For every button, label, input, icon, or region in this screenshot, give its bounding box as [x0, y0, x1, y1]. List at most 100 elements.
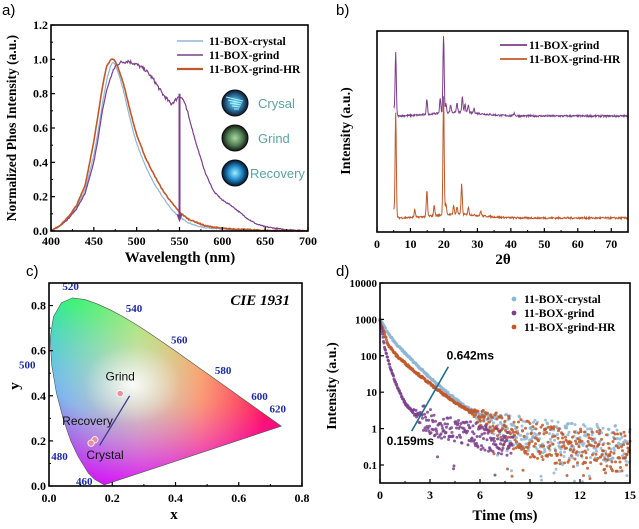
d-data-point — [503, 419, 507, 423]
c-wavelength-label: 620 — [270, 404, 287, 416]
d-data-point — [567, 422, 570, 426]
d-data-point — [385, 352, 388, 356]
a-inset-label: Crysal — [258, 96, 295, 111]
d-x-tick-label: 9 — [527, 488, 533, 502]
d-data-point — [583, 424, 587, 428]
d-data-point — [510, 474, 514, 478]
d-data-point — [558, 462, 562, 466]
b-x-tick-label: 70 — [605, 237, 617, 251]
d-data-point — [449, 416, 452, 420]
d-data-point — [492, 436, 496, 440]
d-data-point — [578, 450, 581, 454]
d-data-point — [613, 448, 616, 452]
d-data-point — [521, 468, 525, 472]
d-legend-marker — [511, 296, 517, 302]
d-data-point — [613, 432, 617, 436]
d-data-point — [605, 464, 609, 468]
panel-d-decay: 0.642ms 0.159ms 0 3 6 9 12 15 0.1 1 10 100 1000 100… — [325, 278, 636, 524]
d-data-point — [581, 450, 584, 454]
d-data-point — [604, 471, 607, 475]
d-data-point — [594, 447, 598, 451]
c-y-tick-label: 0.4 — [31, 389, 46, 403]
d-data-point — [572, 465, 575, 469]
d-data-point — [453, 439, 456, 443]
d-data-point — [512, 420, 516, 424]
d-data-point — [431, 420, 435, 424]
a-arrow-head-icon — [176, 214, 183, 223]
a-legend-label: 11-BOX-crystal — [209, 36, 286, 48]
d-data-point — [510, 443, 514, 447]
d-data-point — [522, 435, 526, 438]
crystal-photo-icon — [221, 89, 249, 117]
d-data-point — [541, 458, 545, 462]
d-data-point — [546, 440, 550, 444]
d-data-point — [482, 437, 485, 441]
d-data-point — [591, 453, 594, 457]
panel-label-b: b) — [336, 2, 349, 19]
d-data-point — [498, 447, 501, 451]
d-data-point — [607, 428, 611, 431]
cie-spectral-locus — [49, 297, 282, 486]
a-y-ticks: 0.0 0.2 0.4 0.6 0.8 1.0 1.2 — [33, 18, 55, 238]
d-data-point — [573, 423, 577, 427]
d-data-point — [469, 420, 472, 424]
d-data-point — [584, 461, 587, 465]
d-data-point — [575, 442, 578, 446]
d-data-point — [625, 474, 629, 478]
d-data-point — [556, 453, 559, 456]
d-data-point — [559, 447, 563, 451]
d-data-point — [619, 432, 623, 436]
d-legend-label: 11-BOX-grind — [524, 308, 595, 320]
b-series-layer — [393, 36, 629, 221]
d-data-point — [432, 428, 435, 432]
c-y-tick-label: 0.6 — [31, 344, 46, 358]
d-data-point — [478, 435, 482, 438]
c-x-tick-label: 0.4 — [168, 491, 183, 505]
d-data-point — [513, 424, 516, 428]
d-data-point — [381, 332, 384, 336]
d-data-point — [501, 446, 505, 450]
d-data-point — [459, 435, 462, 439]
d-data-point — [524, 449, 528, 453]
d-data-point — [471, 424, 475, 428]
d-data-point — [515, 425, 519, 429]
d-data-point — [421, 416, 424, 420]
d-data-point — [520, 424, 524, 428]
c-wavelength-label: 600 — [251, 391, 268, 403]
d-data-point — [574, 439, 577, 443]
d-data-point — [602, 449, 605, 453]
d-data-point — [525, 435, 529, 439]
a-y-tick-label: 0.0 — [33, 224, 48, 238]
d-data-point — [530, 440, 534, 443]
d-data-point — [625, 463, 628, 467]
c-wavelength-label: 580 — [215, 365, 232, 377]
d-legend-marker — [511, 310, 517, 316]
c-wavelength-label: 520 — [62, 281, 79, 293]
crystal-needle — [225, 96, 244, 102]
d-data-point — [615, 428, 619, 432]
d-data-point — [499, 414, 502, 418]
d-data-point — [495, 425, 498, 428]
d-data-point — [583, 430, 586, 434]
d-data-point — [444, 431, 448, 434]
d-data-point — [565, 474, 569, 477]
b-x-axis-title: 2θ — [495, 252, 511, 268]
d-data-point — [499, 421, 503, 425]
d-data-point — [528, 441, 531, 445]
a-legend: 11-BOX-crystal 11-BOX-grind 11-BOX-grind-H… — [177, 36, 301, 76]
d-data-point — [615, 469, 619, 473]
d-data-point — [531, 425, 535, 429]
d-data-point — [506, 431, 510, 434]
d-data-point — [600, 453, 604, 457]
c-wavelength-label: 480 — [51, 451, 68, 463]
d-x-tick-label: 6 — [477, 488, 483, 502]
d-y-ticks: 0.1 1 10 100 1000 10000 — [350, 278, 384, 472]
b-x-tick-label: 30 — [471, 237, 483, 251]
d-data-point — [570, 444, 574, 448]
d-data-point — [567, 458, 571, 462]
d-data-point — [436, 455, 439, 459]
d-data-point — [621, 449, 624, 453]
d-data-point — [499, 442, 502, 446]
d-data-point — [422, 428, 425, 432]
d-data-point — [614, 460, 617, 464]
